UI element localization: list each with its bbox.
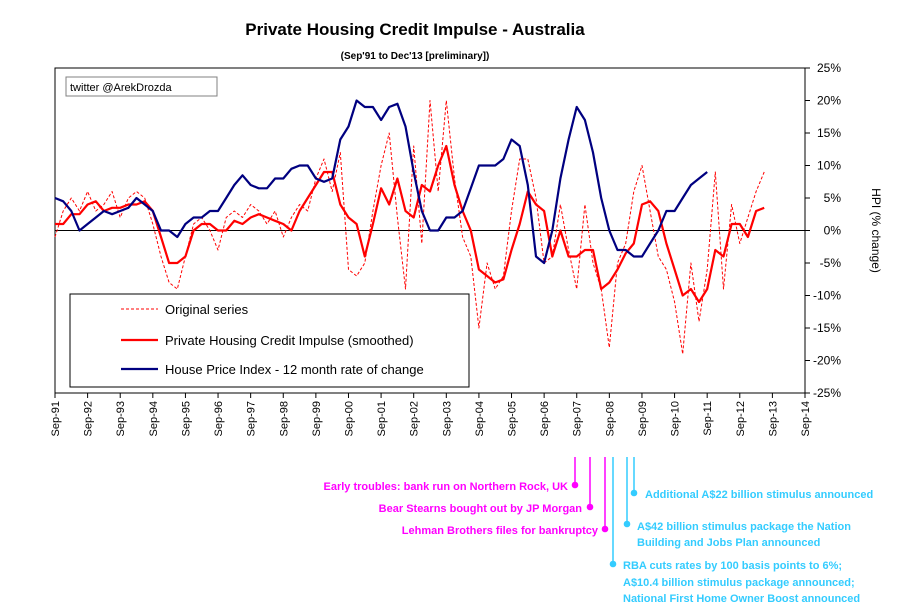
x-tick-label: Sep-03 — [441, 401, 453, 436]
chart-title: Private Housing Credit Impulse - Austral… — [245, 20, 585, 39]
legend-label: Private Housing Credit Impulse (smoothed… — [165, 333, 414, 348]
annotation-label: Bear Stearns bought out by JP Morgan — [379, 503, 583, 515]
legend-label: House Price Index - 12 month rate of cha… — [165, 362, 424, 377]
x-tick-label: Sep-07 — [572, 401, 584, 436]
y-tick-label: -20% — [813, 354, 841, 368]
annotation-dot — [630, 489, 638, 497]
x-tick-label: Sep-09 — [637, 401, 649, 436]
x-tick-label: Sep-95 — [180, 401, 192, 436]
annotation-dot — [623, 520, 631, 528]
annotation-label: National First Home Owner Boost announce… — [623, 593, 860, 605]
y-tick-label: -25% — [813, 386, 841, 400]
x-tick-label: Sep-13 — [767, 401, 779, 436]
y-tick-label: -15% — [813, 321, 841, 335]
x-tick-label: Sep-01 — [376, 401, 388, 436]
annotation-label: Additional A$22 billion stimulus announc… — [645, 489, 873, 501]
x-tick-label: Sep-10 — [670, 401, 682, 436]
x-tick-label: Sep-11 — [702, 401, 714, 436]
annotation-label: A$10.4 billion stimulus package announce… — [623, 577, 855, 589]
y-axis-label: HPI (% change) — [869, 188, 883, 273]
x-tick-label: Sep-00 — [343, 401, 355, 436]
annotation-label: A$42 billion stimulus package the Nation — [637, 521, 851, 533]
credit-text: twitter @ArekDrozda — [70, 82, 173, 94]
legend-label: Original series — [165, 302, 249, 317]
y-tick-label: 20% — [817, 94, 841, 108]
chart-subtitle: (Sep'91 to Dec'13 [preliminary]) — [340, 51, 490, 62]
x-tick-label: Sep-05 — [507, 401, 519, 436]
x-tick-label: Sep-06 — [539, 401, 551, 436]
series-line-2 — [55, 144, 765, 304]
annotation-label: RBA cuts rates by 100 basis points to 6%… — [623, 560, 842, 572]
y-tick-label: 0% — [824, 224, 842, 238]
annotation-dot — [601, 525, 609, 533]
y-tick-label: -10% — [813, 289, 841, 303]
x-tick-label: Sep-93 — [115, 401, 127, 436]
x-tick-label: Sep-02 — [409, 401, 421, 436]
x-tick-label: Sep-99 — [311, 401, 323, 436]
x-tick-label: Sep-91 — [50, 401, 62, 436]
x-tick-label: Sep-08 — [604, 401, 616, 436]
credit-box — [65, 76, 218, 97]
y-tick-label: -5% — [820, 256, 842, 270]
annotation-dot — [571, 481, 579, 489]
annotation-label: Early troubles: bank run on Northern Roc… — [324, 481, 569, 493]
x-tick-label: Sep-12 — [735, 401, 747, 436]
annotation-label: Lehman Brothers files for bankruptcy — [402, 525, 599, 537]
x-tick-label: Sep-98 — [278, 401, 290, 436]
series-line-3 — [54, 99, 708, 265]
x-tick-label: Sep-94 — [148, 401, 160, 436]
x-tick-label: Sep-04 — [474, 401, 486, 436]
annotation-dot — [586, 503, 594, 511]
y-tick-label: 25% — [817, 61, 841, 75]
x-tick-label: Sep-14 — [800, 401, 812, 436]
annotation-dot — [609, 560, 617, 568]
x-tick-label: Sep-92 — [83, 401, 95, 436]
x-tick-label: Sep-97 — [246, 401, 258, 436]
y-tick-label: 5% — [824, 191, 842, 205]
y-tick-label: 15% — [817, 126, 841, 140]
y-tick-label: 10% — [817, 159, 841, 173]
legend: Original series Private Housing Credit Im… — [69, 293, 470, 388]
x-tick-label: Sep-96 — [213, 401, 225, 436]
annotation-label: Building and Jobs Plan announced — [637, 537, 820, 549]
